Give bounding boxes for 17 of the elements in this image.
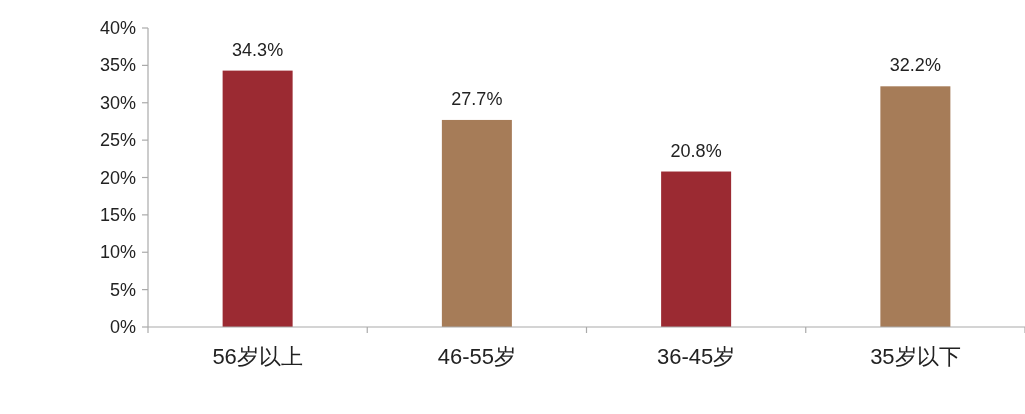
x-tick-label: 35岁以下 [870,344,961,369]
y-tick-label: 30% [99,92,136,113]
y-tick-label: 15% [99,204,136,225]
x-tick-label: 36-45岁 [656,344,736,369]
y-tick-label: 10% [99,242,136,263]
y-tick-label: 35% [99,55,136,76]
y-tick-label: 25% [99,130,136,151]
y-tick-label: 20% [99,167,136,188]
data-label: 27.7% [451,88,503,109]
y-tick-label: 0% [109,317,136,337]
data-label: 32.2% [889,55,941,76]
x-tick-label: 56岁以上 [212,344,303,369]
y-tick-label: 40% [99,18,136,38]
data-label: 34.3% [232,39,284,60]
y-tick-label: 5% [109,279,136,300]
data-label: 20.8% [670,140,722,161]
x-tick-label: 46-55岁 [437,344,517,369]
